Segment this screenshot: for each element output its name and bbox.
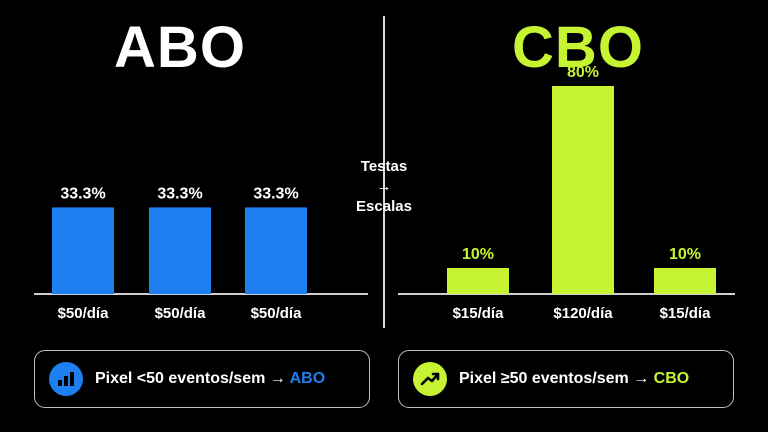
abo-callout: Pixel <50 eventos/sem → ABO (34, 350, 370, 408)
cbo-title: CBO (512, 15, 644, 80)
cbo-bar-1 (447, 268, 509, 294)
abo-category-label-3: $50/día (251, 305, 303, 322)
abo-category-label-2: $50/día (155, 305, 207, 322)
cbo-data-label-3: 10% (669, 246, 701, 263)
cbo-category-label-1: $15/día (453, 305, 505, 322)
abo-callout-text: Pixel <50 eventos/sem → ABO (95, 370, 325, 388)
cbo-data-label-1: 10% (462, 246, 494, 263)
abo-callout-highlight: ABO (289, 370, 326, 387)
cbo-category-label-3: $15/día (660, 305, 712, 322)
abo-data-label-2: 33.3% (157, 185, 202, 202)
cbo-callout-highlight: CBO (653, 370, 690, 387)
bar-charts: 33.3% $50/día 33.3% $50/día 33.3% $50/día 10% $… (34, 64, 735, 322)
transition-label-bottom: Escalas (356, 198, 412, 215)
abo-bar-2 (149, 207, 211, 294)
arrow-right-icon: → (376, 178, 392, 195)
cbo-callout-text: Pixel ≥50 eventos/sem → CBO (459, 370, 689, 388)
cbo-callout-rule: Pixel ≥50 eventos/sem → (459, 370, 654, 387)
bar-chart-icon (49, 362, 83, 396)
cbo-callout: Pixel ≥50 eventos/sem → CBO (398, 350, 734, 408)
abo-callout-rule: Pixel <50 eventos/sem → (95, 370, 290, 387)
cbo-bar-2 (552, 86, 614, 294)
cbo-category-label-2: $120/día (553, 305, 613, 322)
abo-data-label-3: 33.3% (253, 185, 298, 202)
cbo-data-label-2: 80% (567, 64, 599, 81)
abo-bar-3 (245, 207, 307, 294)
cbo-bar-3 (654, 268, 716, 294)
trending-up-icon (413, 362, 447, 396)
transition-label-top: Testas (360, 158, 408, 175)
abo-bar-1 (52, 207, 114, 294)
abo-data-label-1: 33.3% (60, 185, 105, 202)
abo-title: ABO (114, 15, 246, 80)
abo-category-label-1: $50/día (58, 305, 110, 322)
center-divider (383, 16, 385, 328)
transition-label: Testas → Escalas (338, 157, 430, 217)
